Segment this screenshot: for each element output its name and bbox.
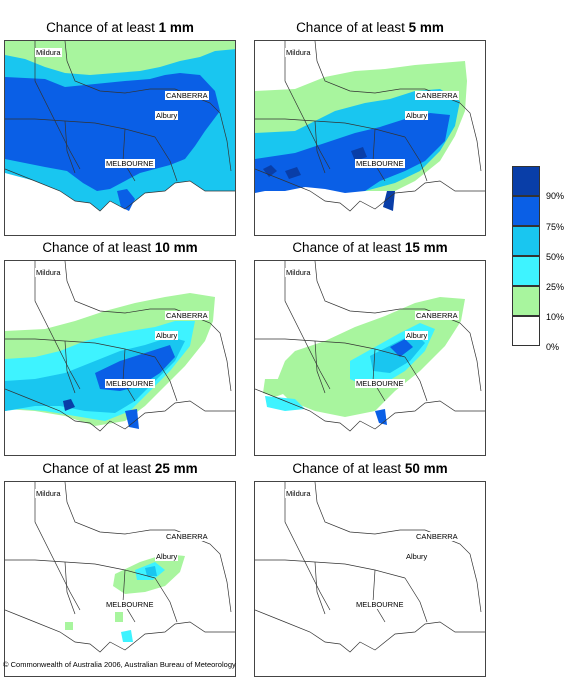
city-label-albury: Albury [155,111,179,120]
map-svg [255,41,485,212]
legend-swatch-25-50 [512,256,540,286]
borders [255,261,485,432]
city-label-albury: Albury [405,331,429,340]
city-label-melbourne: MELBOURNE [105,600,155,609]
city-label-melbourne: MELBOURNE [355,159,405,168]
city-label-albury: Albury [155,331,179,340]
city-label-melbourne: MELBOURNE [105,159,155,168]
city-label-canberra: CANBERRA [415,532,459,541]
map: Mildura CANBERRA Albury MELBOURNE [254,481,486,677]
panel-title: Chance of at least 10 mm [42,240,198,255]
legend-label-10: 10% [546,312,565,322]
map: Mildura CANBERRA Albury MELBOURNE [4,40,236,236]
legend-swatch-10-25 [512,286,540,316]
panel-title: Chance of at least 50 mm [292,461,448,476]
city-label-canberra: CANBERRA [165,311,209,320]
legend-label-0: 0% [546,342,560,352]
city-label-canberra: CANBERRA [165,532,209,541]
city-label-canberra: CANBERRA [165,91,209,100]
legend-swatch-top [512,166,540,196]
city-label-melbourne: MELBOURNE [105,379,155,388]
map-svg [5,482,235,653]
city-label-mildura: Mildura [285,48,312,57]
rain-fill [65,554,185,642]
borders [5,482,235,653]
rain-fill [255,61,467,211]
city-label-mildura: Mildura [285,268,312,277]
map: Mildura CANBERRA Albury MELBOURNE [4,260,236,456]
borders [5,261,235,432]
copyright-notice: © Commonwealth of Australia 2006, Austra… [3,660,236,669]
city-label-mildura: Mildura [35,268,62,277]
panel-title: Chance of at least 25 mm [42,461,198,476]
map: Mildura CANBERRA Albury MELBOURNE [254,40,486,236]
map: Mildura CANBERRA Albury MELBOURNE [4,481,236,677]
borders [5,41,235,212]
city-label-mildura: Mildura [285,489,312,498]
legend-label-75: 75% [546,222,565,232]
map-svg [5,261,235,432]
city-label-albury: Albury [405,552,429,561]
city-label-albury: Albury [155,552,179,561]
city-label-canberra: CANBERRA [415,91,459,100]
city-label-albury: Albury [405,111,429,120]
city-label-canberra: CANBERRA [415,311,459,320]
map-svg [5,41,235,212]
city-label-mildura: Mildura [35,48,62,57]
legend-swatch-50-75 [512,226,540,256]
city-label-melbourne: MELBOURNE [355,379,405,388]
panel-title: Chance of at least 15 mm [292,240,448,255]
rain-fill [5,41,235,211]
legend-label-50: 50% [546,252,565,262]
borders [255,482,485,653]
legend-label-90: 90% [546,191,565,201]
city-label-melbourne: MELBOURNE [355,600,405,609]
map-svg [255,482,485,653]
city-label-mildura: Mildura [35,489,62,498]
map-svg [255,261,485,432]
legend-swatch-75-90 [512,196,540,226]
legend-swatch-0-10 [512,316,540,346]
map: Mildura CANBERRA Albury MELBOURNE [254,260,486,456]
legend-label-25: 25% [546,282,565,292]
panel-title: Chance of at least 1 mm [46,20,194,35]
panel-title: Chance of at least 5 mm [296,20,444,35]
